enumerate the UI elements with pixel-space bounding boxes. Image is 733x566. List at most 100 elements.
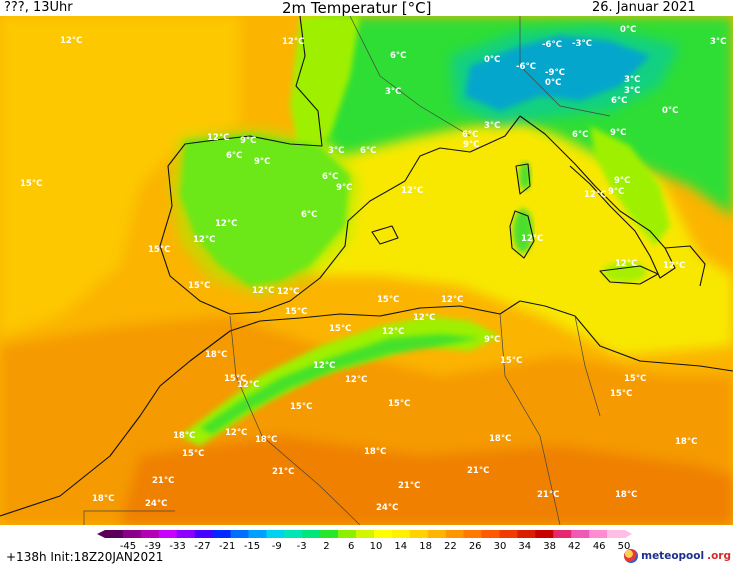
temp-label: 15°C xyxy=(188,281,210,291)
legend-cell xyxy=(176,530,196,538)
temp-label: 6°C xyxy=(301,210,317,220)
italy-cool xyxy=(590,126,670,246)
legend-cell xyxy=(356,530,375,538)
legend-tick: -33 xyxy=(169,541,186,552)
temp-label: 15°C xyxy=(610,389,632,399)
legend-cell xyxy=(535,530,554,538)
temp-label: 12°C xyxy=(401,186,423,196)
legend-cell xyxy=(391,530,411,538)
temp-label: 18°C xyxy=(489,434,511,444)
temp-label: 21°C xyxy=(467,466,489,476)
temp-label: 12°C xyxy=(345,375,367,385)
temp-label: 15°C xyxy=(290,402,312,412)
legend-tick: 10 xyxy=(369,541,383,552)
temp-label: 18°C xyxy=(205,350,227,360)
temp-label: 12°C xyxy=(382,327,404,337)
init-time: +138h Init:18Z20JAN2021 xyxy=(6,550,164,564)
meteopool-logo-icon xyxy=(624,549,639,563)
legend-cell xyxy=(140,530,160,538)
temp-label: 15°C xyxy=(182,449,204,459)
logo-tld: .org xyxy=(707,550,731,562)
temp-label: -6°C xyxy=(542,40,562,50)
temp-label: 9°C xyxy=(336,183,352,193)
temp-label: -6°C xyxy=(516,62,536,72)
temp-label: 12°C xyxy=(313,361,335,371)
temp-label: 12°C xyxy=(215,219,237,229)
legend-cell xyxy=(409,530,429,538)
temp-label: 18°C xyxy=(364,447,386,457)
temp-label: 15°C xyxy=(377,295,399,305)
legend-cell xyxy=(517,530,536,538)
temp-label: 3°C xyxy=(385,87,401,97)
temp-label: 21°C xyxy=(398,481,420,491)
temp-label: 24°C xyxy=(145,499,167,509)
temp-label: 18°C xyxy=(675,437,697,447)
temp-label: 12°C xyxy=(282,37,304,47)
legend-cell xyxy=(481,530,500,538)
temp-label: 3°C xyxy=(624,75,640,85)
temp-label: 12°C xyxy=(60,36,82,46)
legend-tick: -21 xyxy=(219,541,236,552)
temp-label: 18°C xyxy=(92,494,114,504)
temp-label: 9°C xyxy=(610,128,626,138)
temp-label: 6°C xyxy=(226,151,242,161)
coastlines xyxy=(0,16,733,517)
temp-label: -3°C xyxy=(572,39,592,49)
legend-cell xyxy=(427,530,447,538)
temp-label: 15°C xyxy=(20,179,42,189)
legend-cell xyxy=(266,530,285,538)
temp-label: 12°C xyxy=(277,287,299,297)
temp-label: 3°C xyxy=(710,37,726,47)
map-title: 2m Temperatur [°C] xyxy=(282,0,432,17)
legend-tick: 14 xyxy=(394,541,408,552)
desert-hot xyxy=(120,436,733,525)
temp-label: 15°C xyxy=(285,307,307,317)
temperature-labels: 12°C 12°C6°C3°C-6°C -3°C0°C3°C0°C-6°C-9°C0… xyxy=(20,25,726,513)
legend-tick: 34 xyxy=(518,541,532,552)
temp-label: 6°C xyxy=(322,172,338,182)
temp-label: 18°C xyxy=(173,431,195,441)
legend-tick: 46 xyxy=(592,541,606,552)
temp-label: 6°C xyxy=(611,96,627,106)
legend-cell xyxy=(338,530,357,538)
legend-cell xyxy=(158,530,178,538)
temp-label: 6°C xyxy=(462,130,478,140)
legend-tick: 6 xyxy=(348,541,355,552)
temp-label: 0°C xyxy=(620,25,636,35)
legend-cell xyxy=(499,530,518,538)
temp-label: 12°C xyxy=(441,295,463,305)
temp-label: 0°C xyxy=(662,106,678,116)
temp-label: 9°C xyxy=(608,187,624,197)
temp-label: 18°C xyxy=(255,435,277,445)
temp-label: 15°C xyxy=(624,374,646,384)
temp-label: 12°C xyxy=(193,235,215,245)
atlantic-mid xyxy=(0,16,240,336)
legend-cell xyxy=(445,530,465,538)
alps-cyan xyxy=(450,26,680,126)
legend-tick: 38 xyxy=(543,541,556,552)
temp-label: 15°C xyxy=(148,245,170,255)
temp-label: 6°C xyxy=(572,130,588,140)
temp-label: 12°C xyxy=(413,313,435,323)
country-borders xyxy=(83,16,611,525)
temp-label: 6°C xyxy=(360,146,376,156)
temp-label: 6°C xyxy=(390,51,406,61)
temp-label: 12°C xyxy=(615,259,637,269)
temp-label: 9°C xyxy=(614,176,630,186)
logo-brand: meteopool xyxy=(641,550,705,562)
run-label: ???, 13Uhr xyxy=(4,0,73,15)
temp-label: 15°C xyxy=(500,356,522,366)
temp-label: 24°C xyxy=(376,503,398,513)
temp-label: 3°C xyxy=(484,121,500,131)
legend-cell xyxy=(320,530,339,538)
legend-cell xyxy=(302,530,321,538)
legend-tick: 22 xyxy=(444,541,457,552)
legend-tick: 18 xyxy=(419,541,432,552)
temp-label: 9°C xyxy=(463,140,479,150)
temp-label: 18°C xyxy=(615,490,637,500)
legend-cell xyxy=(122,530,142,538)
legend-cell xyxy=(248,530,267,538)
legend-tick: -39 xyxy=(144,541,161,552)
temp-label: 12°C xyxy=(584,190,606,200)
temperature-map: 12°C 12°C6°C3°C-6°C -3°C0°C3°C0°C-6°C-9°C0… xyxy=(0,16,733,525)
